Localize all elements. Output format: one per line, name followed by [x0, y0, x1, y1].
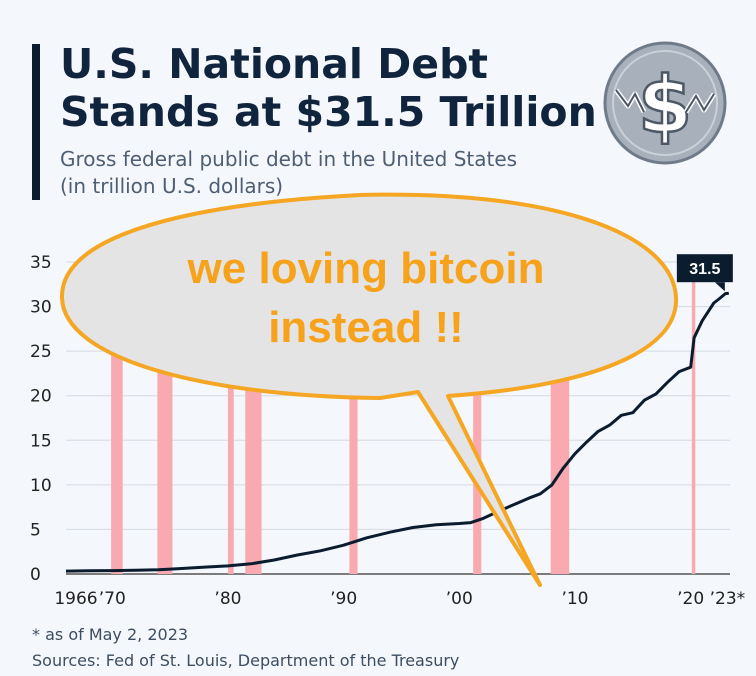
- recession-band: [227, 262, 234, 574]
- recession-band: [111, 262, 123, 574]
- value-label-text: 31.5: [689, 261, 720, 278]
- page-subtitle: Gross federal public debt in the United …: [60, 146, 517, 200]
- y-tick-label: 25: [30, 342, 52, 362]
- y-tick-label: 0: [30, 565, 41, 585]
- value-label-box: [676, 254, 733, 283]
- x-tick-label: ’00: [446, 589, 473, 609]
- y-tick-label: 5: [30, 520, 41, 540]
- svg-text:$: $: [638, 61, 692, 151]
- debt-series-line: [65, 291, 729, 573]
- x-tick-label: ’23*: [710, 589, 746, 609]
- x-tick-label: ’10: [561, 589, 588, 609]
- x-tick-label: 1966: [54, 589, 97, 609]
- value-label: 31.5: [676, 254, 733, 292]
- y-tick-label: 10: [30, 476, 52, 496]
- recession-band: [473, 262, 482, 574]
- y-tick-label: 30: [30, 298, 52, 318]
- recession-band: [349, 262, 358, 574]
- x-tick-label: ’20: [677, 589, 704, 609]
- speech-bubble: we loving bitcoin instead !!: [59, 192, 679, 587]
- x-tick-label: ’80: [214, 589, 241, 609]
- x-tick-label: ’70: [99, 589, 126, 609]
- title-accent-bar: [32, 44, 40, 200]
- page-title: U.S. National Debt Stands at $31.5 Trill…: [60, 40, 597, 136]
- y-tick-label: 35: [30, 253, 52, 273]
- bubble-text-line-1: we loving bitcoin: [187, 244, 545, 293]
- title-line-2: Stands at $31.5 Trillion: [60, 88, 597, 136]
- footnote: * as of May 2, 2023: [32, 625, 189, 644]
- y-tick-label: 20: [30, 387, 52, 407]
- recession-band: [691, 262, 696, 574]
- y-tick-label: 15: [30, 431, 52, 451]
- value-label-pointer: [714, 282, 725, 292]
- bubble-text-line-2: instead !!: [268, 303, 464, 352]
- subtitle-line-1: Gross federal public debt in the United …: [60, 147, 518, 171]
- title-line-1: U.S. National Debt: [60, 40, 489, 88]
- subtitle-line-2: (in trillion U.S. dollars): [60, 174, 284, 198]
- sources-note: Sources: Fed of St. Louis, Department of…: [32, 651, 460, 670]
- x-tick-label: ’90: [330, 589, 357, 609]
- dollar-down-icon: $: [603, 41, 727, 165]
